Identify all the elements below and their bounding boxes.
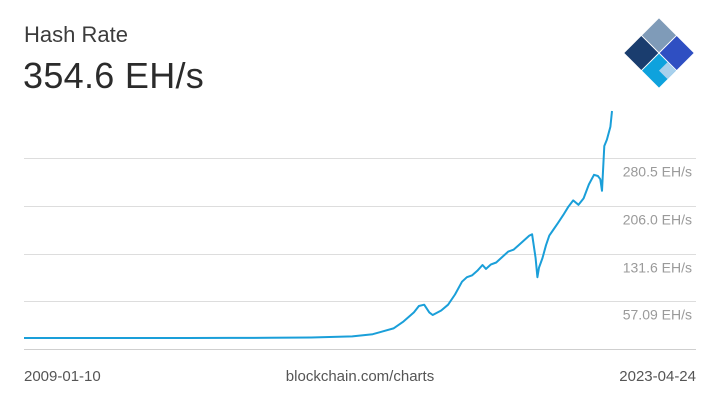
y-tick-label: 57.09 EH/s	[623, 307, 692, 323]
series-layer	[24, 110, 613, 339]
grid-lines	[24, 158, 696, 350]
y-tick-labels: 57.09 EH/s 131.6 EH/s 206.0 EH/s 280.5 EH/s	[623, 164, 692, 323]
chart-title: Hash Rate	[24, 22, 128, 47]
blockchain-logo-icon[interactable]	[622, 16, 696, 90]
y-tick-label: 131.6 EH/s	[623, 260, 692, 276]
y-tick-label: 280.5 EH/s	[623, 164, 692, 180]
y-tick-label: 206.0 EH/s	[623, 212, 692, 228]
x-axis-end-date: 2023-04-24	[619, 368, 696, 385]
hash-rate-line	[24, 110, 613, 339]
chart-source-link[interactable]: blockchain.com/charts	[285, 368, 435, 385]
current-value: 354.6 EH/s	[23, 55, 205, 96]
x-axis-start-date: 2009-01-10	[24, 368, 101, 385]
